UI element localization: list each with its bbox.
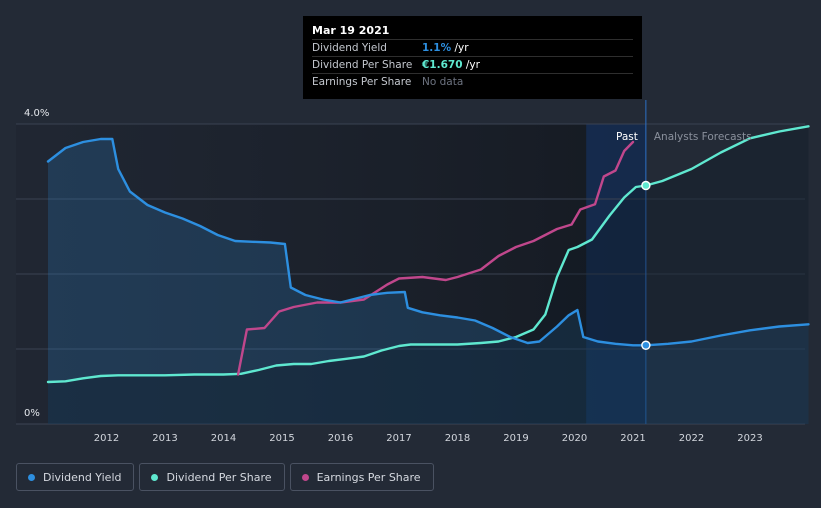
dividend-per-share-marker <box>641 180 651 191</box>
tooltip-value: 1.1% <box>422 42 452 54</box>
dividend-yield-area <box>48 139 809 424</box>
earnings-per-share-line <box>236 140 635 376</box>
dividend-yield-line <box>46 137 810 347</box>
legend-dot-icon <box>301 473 309 481</box>
x-tick-label: 2016 <box>328 433 353 444</box>
dividend-per-share-line <box>46 125 810 384</box>
tooltip: Mar 19 2021 Dividend Yield 1.1% /yr Divi… <box>303 16 642 99</box>
x-tick-label: 2018 <box>445 433 470 444</box>
x-tick-label: 2015 <box>269 433 294 444</box>
legend-label: Earnings Per Share <box>316 470 421 484</box>
legend-label: Dividend Yield <box>43 470 122 484</box>
tooltip-suffix: /yr <box>451 42 469 54</box>
y-label-bottom: 0% <box>24 408 40 419</box>
legend-label: Dividend Per Share <box>166 470 272 484</box>
legend-dot-icon <box>151 473 159 481</box>
tooltip-value: No data <box>422 76 464 88</box>
x-tick-label: 2020 <box>562 433 587 444</box>
tooltip-suffix: /yr <box>462 59 480 71</box>
legend-earnings-per-share[interactable]: Earnings Per Share <box>289 463 434 491</box>
legend: Dividend Yield Dividend Per Share Earnin… <box>16 463 434 491</box>
x-tick-label: 2014 <box>211 433 236 444</box>
dividend-per-share-area <box>48 126 809 425</box>
tooltip-row-dividend-yield: Dividend Yield 1.1% /yr <box>312 39 633 56</box>
tooltip-date: Mar 19 2021 <box>312 24 390 37</box>
x-tick-label: 2017 <box>386 433 411 444</box>
tooltip-row-dividend-per-share: Dividend Per Share €1.670 /yr <box>312 56 633 73</box>
tooltip-label: Dividend Yield <box>312 42 387 54</box>
x-tick-label: 2022 <box>679 433 704 444</box>
x-tick-label: 2019 <box>503 433 528 444</box>
forecast-label: Analysts Forecasts <box>654 131 752 143</box>
y-label-top: 4.0% <box>24 108 49 119</box>
x-tick-label: 2021 <box>620 433 645 444</box>
tooltip-label: Dividend Per Share <box>312 59 413 71</box>
past-label: Past <box>616 131 638 143</box>
legend-dot-icon <box>28 473 35 481</box>
tooltip-row-earnings-per-share: Earnings Per Share No data <box>312 73 633 90</box>
x-tick-label: 2012 <box>94 433 119 444</box>
x-tick-label: 2023 <box>737 433 762 444</box>
x-tick-label: 2013 <box>152 433 177 444</box>
legend-dividend-per-share[interactable]: Dividend Per Share <box>139 463 285 491</box>
dividend-yield-marker <box>641 340 651 350</box>
tooltip-label: Earnings Per Share <box>312 76 412 88</box>
tooltip-value: €1.670 <box>422 59 463 71</box>
legend-dividend-yield[interactable]: Dividend Yield <box>16 463 135 491</box>
